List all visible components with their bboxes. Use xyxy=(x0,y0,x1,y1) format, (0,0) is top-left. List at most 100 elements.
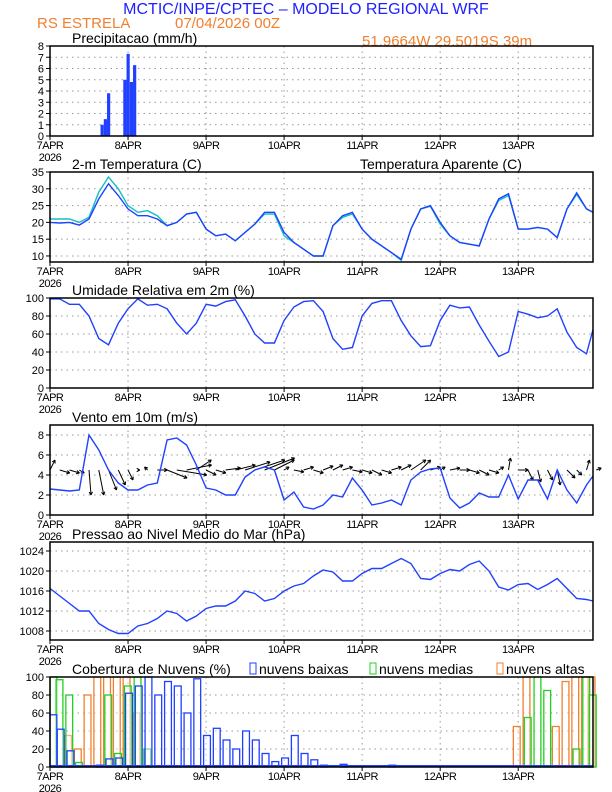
wind-vector xyxy=(371,469,383,476)
plot-frame xyxy=(49,171,594,263)
wind-vector xyxy=(469,469,480,474)
cloud-bar-nuvens-altas xyxy=(93,676,102,768)
wind-vector xyxy=(196,459,212,471)
wind-vector-head xyxy=(310,465,314,470)
cloud-bar-nuvens-medias xyxy=(523,716,532,768)
wind-vector-head xyxy=(183,474,188,479)
y-tick-label: 2 xyxy=(38,109,44,121)
y-tick-label: 4 xyxy=(38,470,44,482)
wind-vector-head xyxy=(597,467,602,472)
cloud-bar-nuvens-medias xyxy=(543,689,552,768)
x-tick-label: 10APR xyxy=(268,519,301,531)
wind-vector-head xyxy=(500,466,505,471)
cloud-bar-nuvens-medias xyxy=(533,676,542,768)
cloud-bar-nuvens-baixas xyxy=(241,730,251,768)
series-line-2-m-temperatura-c- xyxy=(49,182,594,261)
legend-swatch xyxy=(496,662,504,675)
cloud-bar-nuvens-medias xyxy=(104,694,113,768)
y-tick-label: 80 xyxy=(32,311,44,323)
wind-vector-head xyxy=(441,466,446,471)
x-tick-label: 9APR xyxy=(193,644,220,656)
precip-bar xyxy=(103,119,107,136)
x-tick-label: 8APR xyxy=(115,771,142,783)
series-line-temperatura-aparente-c- xyxy=(50,175,594,262)
location-label: RS ESTRELA xyxy=(37,15,130,32)
wind-vector-head xyxy=(475,470,480,475)
wind-vector xyxy=(176,469,207,476)
wind-vector-head xyxy=(319,470,324,475)
x-tick-label: 9APR xyxy=(193,519,220,531)
legend-nuvens-altas: nuvens altas xyxy=(506,661,585,677)
cloud-bar-nuvens-baixas xyxy=(261,752,270,768)
wind-vector-head xyxy=(422,459,427,464)
y-tick-label: 8 xyxy=(38,41,44,53)
y-tick-label: 1008 xyxy=(20,626,44,638)
wind-vector-head xyxy=(397,465,402,470)
cloud-bar-nuvens-baixas xyxy=(290,734,299,768)
y-tick-label: 1024 xyxy=(20,546,44,558)
x-tick-label: 12APR xyxy=(424,519,457,531)
wind-vector xyxy=(478,469,490,476)
wind-vector xyxy=(274,459,295,471)
precip-bar xyxy=(133,65,137,136)
wind-vector-head xyxy=(549,476,554,481)
y-tick-label: 4 xyxy=(38,86,44,98)
y-tick-label: 80 xyxy=(32,690,44,702)
plot-frame xyxy=(49,424,594,516)
wind-vector-head xyxy=(557,481,562,486)
y-tick-label: 20 xyxy=(32,365,44,377)
wind-vector-head xyxy=(407,464,412,469)
x-tick-label: 8APR xyxy=(115,519,142,531)
x-tick-label: 13APR xyxy=(502,392,535,404)
x-tick-label: 11APR xyxy=(346,140,378,152)
y-tick-label: 30 xyxy=(32,184,44,196)
panel-pres: Pressao ao Nivel Medio do Mar (hPa) 1008 1… xyxy=(20,526,594,668)
plot-frame xyxy=(49,541,594,641)
wind-vector xyxy=(166,469,188,479)
x-tick-label: 7APR xyxy=(37,771,64,783)
wind-vector xyxy=(420,459,432,471)
wind-vector xyxy=(293,469,304,473)
wind-vector-head xyxy=(101,491,106,496)
wind-vector xyxy=(313,469,324,474)
wind-vector xyxy=(49,459,56,471)
cloud-bar-nuvens-medias xyxy=(582,676,591,768)
series-line-speed xyxy=(49,433,594,510)
x-tick-label: 11APR xyxy=(346,771,378,783)
wind-vector-head xyxy=(285,466,290,471)
wind-vector-head xyxy=(136,467,141,473)
precip-bar xyxy=(100,124,104,136)
cloud-bar-nuvens-altas xyxy=(561,680,570,768)
y-tick-label: 10 xyxy=(32,251,44,263)
y-tick-label: 15 xyxy=(32,234,44,246)
wind-vector-head xyxy=(537,478,543,483)
precip-bar xyxy=(107,93,111,136)
x-tick-label: 13APR xyxy=(502,644,535,656)
x-year-label: 2026 xyxy=(39,656,62,668)
wind-vector-head xyxy=(300,469,305,474)
panel-temp: 2-m Temperatura (C) 10 15 20 25 30 35 7APR 8APR 9… xyxy=(32,156,594,290)
wind-vector xyxy=(488,469,500,474)
x-tick-label: 12APR xyxy=(424,140,457,152)
wind-vector xyxy=(576,469,583,476)
wind-vector xyxy=(449,467,461,471)
y-tick-label: 60 xyxy=(32,329,44,341)
panel-title: Umidade Relativa em 2m (%) xyxy=(72,282,255,298)
y-tick-label: 2 xyxy=(38,490,44,502)
wind-vector xyxy=(127,469,134,481)
series-line-pnmm xyxy=(49,557,594,635)
x-year-label: 2026 xyxy=(39,531,62,543)
wind-vector-head xyxy=(129,476,134,481)
x-tick-label: 8APR xyxy=(115,644,142,656)
x-tick-label: 8APR xyxy=(115,392,142,404)
wind-vector-head xyxy=(578,471,583,476)
wind-vector-head xyxy=(495,470,500,475)
series-line-ur xyxy=(50,298,594,358)
wind-vector-head xyxy=(329,465,334,470)
panel-title: Cobertura de Nuvens (%) xyxy=(72,661,231,677)
cloud-bar-nuvens-baixas xyxy=(163,680,173,768)
x-tick-label: 11APR xyxy=(346,392,378,404)
cloud-bar-nuvens-baixas xyxy=(173,685,182,768)
cloud-bar-nuvens-baixas xyxy=(251,739,260,768)
x-tick-label: 10APR xyxy=(268,392,301,404)
